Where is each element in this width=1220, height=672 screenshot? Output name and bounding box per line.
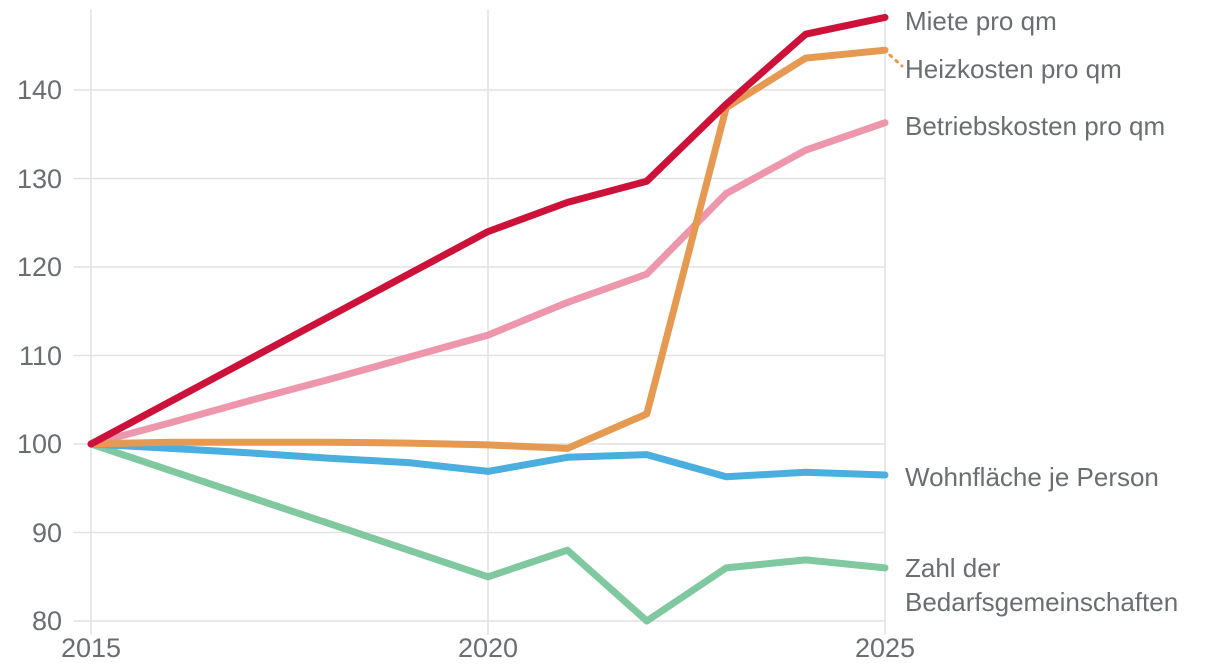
ytick-3: 110 (18, 340, 62, 371)
xtick-2: 2025 (854, 633, 916, 663)
heizkosten-leader-dots (888, 53, 904, 68)
series-line-heizkosten-pro-qm (87, 46, 889, 452)
xtick-1: 2020 (457, 633, 519, 663)
ytick-1: 90 (31, 517, 62, 548)
series-line-zahl-der-bedarfsgemeinschaften (87, 440, 889, 625)
series-layer (87, 13, 889, 625)
ytick-6: 140 (16, 75, 62, 105)
ytick-4: 120 (16, 252, 62, 282)
series-label-heizkosten: Heizkosten pro qm (905, 54, 1122, 85)
ytick-2: 100 (16, 429, 62, 459)
series-line-miete-pro-qm (87, 13, 889, 448)
ytick-0: 80 (31, 606, 62, 636)
series-label-wohnflaeche: Wohnfläche je Person (905, 461, 1159, 492)
series-label-bedarfsgemeinschaften: Zahl der Bedarfsgemeinschaften (905, 552, 1179, 617)
series-line-wohnfl-che-je-person (87, 440, 889, 481)
series-label-miete: Miete pro qm (905, 6, 1057, 37)
xtick-0: 2015 (60, 633, 122, 663)
ytick-5: 130 (16, 163, 62, 194)
series-line-betriebskosten-pro-qm (87, 119, 889, 448)
series-label-betriebskosten: Betriebskosten pro qm (905, 110, 1166, 141)
grid-layer (73, 9, 886, 635)
heizkosten-leader-line (888, 53, 904, 68)
